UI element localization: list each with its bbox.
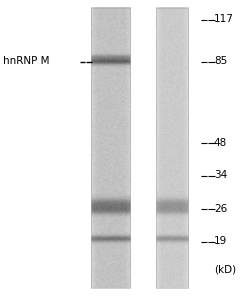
Text: 85: 85 [213, 56, 226, 67]
Bar [91, 8, 130, 288]
Text: 117: 117 [213, 14, 233, 25]
Text: (kD): (kD) [213, 265, 235, 275]
Text: 19: 19 [213, 236, 226, 247]
Bar [155, 8, 188, 288]
Text: 26: 26 [213, 203, 226, 214]
Text: 48: 48 [213, 137, 226, 148]
Text: 34: 34 [213, 170, 226, 181]
Text: hnRNP M: hnRNP M [3, 56, 49, 67]
